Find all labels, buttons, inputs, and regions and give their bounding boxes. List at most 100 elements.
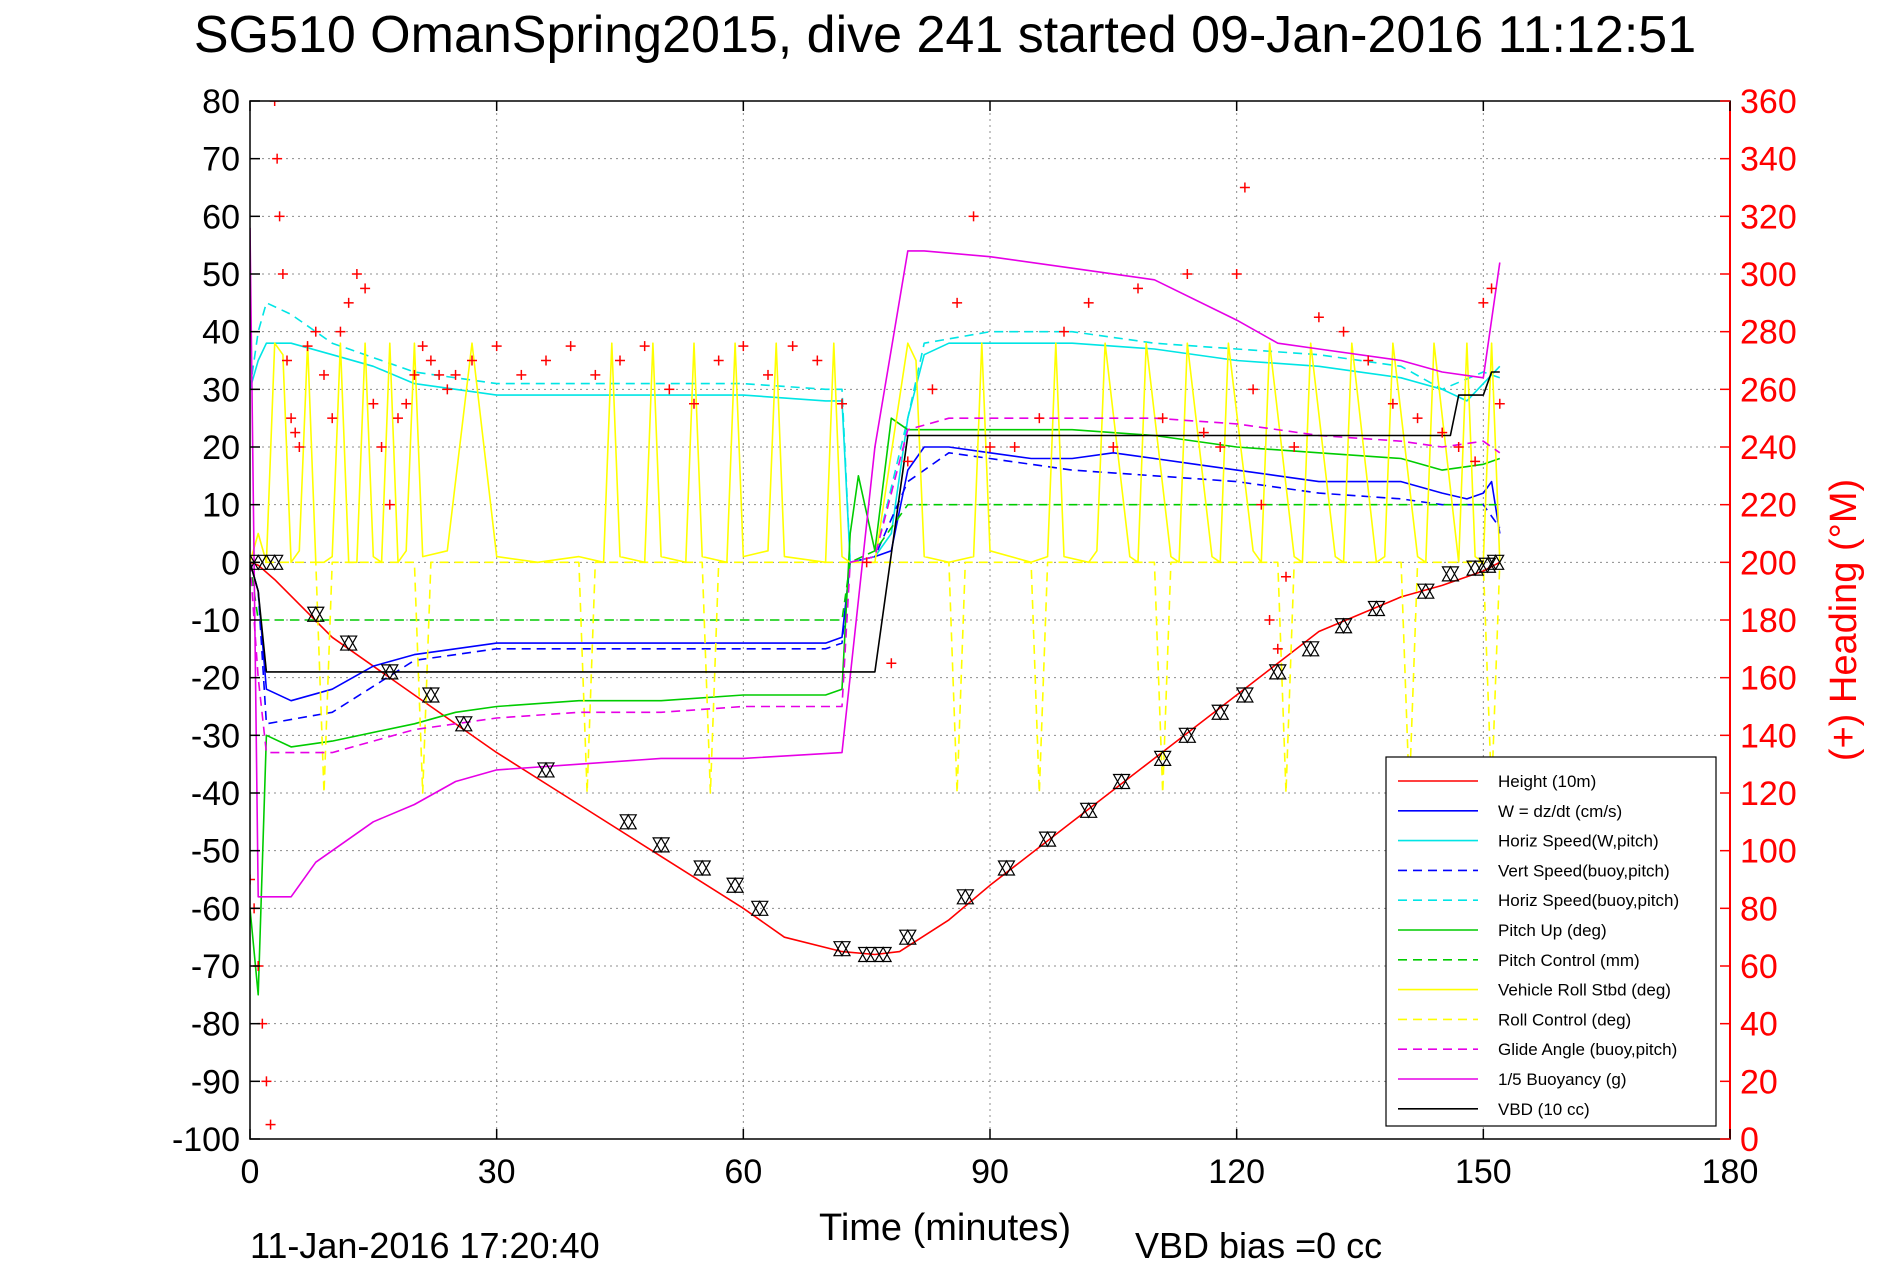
heading-point xyxy=(272,153,283,164)
legend-item: Horiz Speed(buoy,pitch) xyxy=(1398,891,1679,910)
series-line-10 xyxy=(250,227,1501,898)
y-tick-label: -100 xyxy=(172,1121,240,1159)
y-tick-label: 0 xyxy=(221,544,240,582)
heading-point xyxy=(1470,456,1481,467)
heading-point xyxy=(902,456,913,467)
heading-point xyxy=(286,413,297,424)
y-right-tick-label: 60 xyxy=(1740,948,1778,986)
y-right-tick-label: 300 xyxy=(1740,256,1797,294)
depth-marker xyxy=(956,888,975,906)
y-tick-label: -90 xyxy=(191,1063,240,1101)
x-tick-label: 30 xyxy=(478,1153,516,1191)
y-tick-label: 50 xyxy=(202,256,240,294)
legend-item: Horiz Speed(W,pitch) xyxy=(1398,832,1659,851)
depth-marker xyxy=(1334,617,1353,634)
heading-point xyxy=(1231,269,1242,279)
x-tick-label: 90 xyxy=(971,1153,1009,1191)
legend-item: Pitch Up (deg) xyxy=(1398,921,1607,940)
heading-point xyxy=(384,499,395,510)
heading-point xyxy=(927,384,938,395)
x-tick-label: 180 xyxy=(1702,1153,1759,1191)
heading-point xyxy=(1289,442,1300,452)
footer-timestamp: 11-Jan-2016 17:20:40 xyxy=(250,1225,600,1262)
series-layer xyxy=(250,227,1501,996)
legend-item: 1/5 Buoyancy (g) xyxy=(1398,1070,1627,1089)
legend: Height (10m) W = dz/dt (cm/s) Horiz Speed(… xyxy=(1385,756,1717,1127)
legend-item: Height (10m) xyxy=(1398,772,1596,791)
heading-point xyxy=(1272,643,1283,654)
y-tick-label: -50 xyxy=(191,833,240,871)
y-right-tick-label: 240 xyxy=(1740,429,1797,467)
heading-point xyxy=(1478,297,1489,308)
y-right-tick-label: 160 xyxy=(1740,660,1797,698)
legend-label: Height (10m) xyxy=(1498,772,1596,791)
heading-point xyxy=(639,341,650,352)
heading-point xyxy=(1182,269,1193,279)
heading-point xyxy=(886,658,897,669)
heading-point xyxy=(335,326,346,337)
heading-point xyxy=(1256,499,1267,510)
depth-marker xyxy=(1235,686,1254,704)
heading-point xyxy=(351,269,362,279)
heading-point xyxy=(1313,312,1324,323)
heading-point xyxy=(1059,326,1069,337)
legend-label: Vert Speed(buoy,pitch) xyxy=(1498,861,1670,880)
series-line-0 xyxy=(250,561,1501,956)
marker-layer xyxy=(250,554,1505,963)
depth-marker xyxy=(619,813,638,831)
depth-marker xyxy=(1486,554,1505,571)
x-tick-label: 60 xyxy=(724,1153,762,1191)
heading-point xyxy=(274,211,285,222)
depth-marker xyxy=(1038,830,1057,848)
heading-point xyxy=(282,355,292,366)
legend-item: Vert Speed(buoy,pitch) xyxy=(1398,861,1670,880)
heading-point xyxy=(360,283,371,294)
y-tick-label: 30 xyxy=(202,371,240,409)
heading-point xyxy=(376,442,387,452)
heading-point xyxy=(1108,442,1119,452)
legend-label: W = dz/dt (cm/s) xyxy=(1498,802,1622,821)
heading-point xyxy=(1083,297,1094,308)
heading-point xyxy=(812,355,823,366)
heading-point xyxy=(319,369,329,380)
legend-box xyxy=(1385,756,1717,1127)
right-axis-label: (+) Heading (°M) xyxy=(1823,479,1865,761)
legend-label: VBD (10 cc) xyxy=(1498,1100,1590,1119)
heading-point xyxy=(269,101,280,106)
y-right-tick-label: 120 xyxy=(1740,775,1797,813)
heading-point xyxy=(417,341,428,352)
heading-point xyxy=(434,369,445,380)
heading-point xyxy=(368,398,379,409)
heading-point xyxy=(1338,326,1349,337)
legend-item: Pitch Control (mm) xyxy=(1398,951,1640,970)
depth-marker xyxy=(1367,600,1386,617)
ticks: 0 30 60 90 120 150 180-100-90-80-70-60-50-40-3… xyxy=(172,83,1797,1191)
heading-point xyxy=(1387,398,1398,409)
x-axis-label: Time (minutes) xyxy=(819,1207,1071,1249)
depth-marker xyxy=(1153,750,1172,767)
x-tick-label: 150 xyxy=(1455,1153,1512,1191)
depth-marker xyxy=(1478,557,1497,574)
heading-point xyxy=(491,341,502,352)
heading-point xyxy=(689,398,699,409)
heading-layer xyxy=(250,101,1505,1130)
depth-marker xyxy=(1416,582,1435,600)
legend-item: Roll Control (deg) xyxy=(1398,1010,1631,1029)
heading-point xyxy=(1215,442,1226,452)
legend-label: Horiz Speed(W,pitch) xyxy=(1498,832,1659,851)
y-right-tick-label: 200 xyxy=(1740,544,1797,582)
legend-label: Horiz Speed(buoy,pitch) xyxy=(1498,891,1679,910)
depth-marker xyxy=(1301,640,1320,658)
y-right-tick-label: 280 xyxy=(1740,314,1797,352)
legend-item: Vehicle Roll Stbd (deg) xyxy=(1398,981,1671,1000)
y-right-tick-label: 20 xyxy=(1740,1063,1778,1101)
depth-marker xyxy=(1178,727,1197,744)
y-tick-label: -70 xyxy=(191,948,240,986)
heading-point xyxy=(294,442,305,452)
heading-point xyxy=(738,341,749,352)
heading-point xyxy=(442,384,453,395)
heading-point xyxy=(1281,571,1291,582)
heading-point xyxy=(1248,384,1259,395)
y-tick-label: 40 xyxy=(202,314,240,352)
